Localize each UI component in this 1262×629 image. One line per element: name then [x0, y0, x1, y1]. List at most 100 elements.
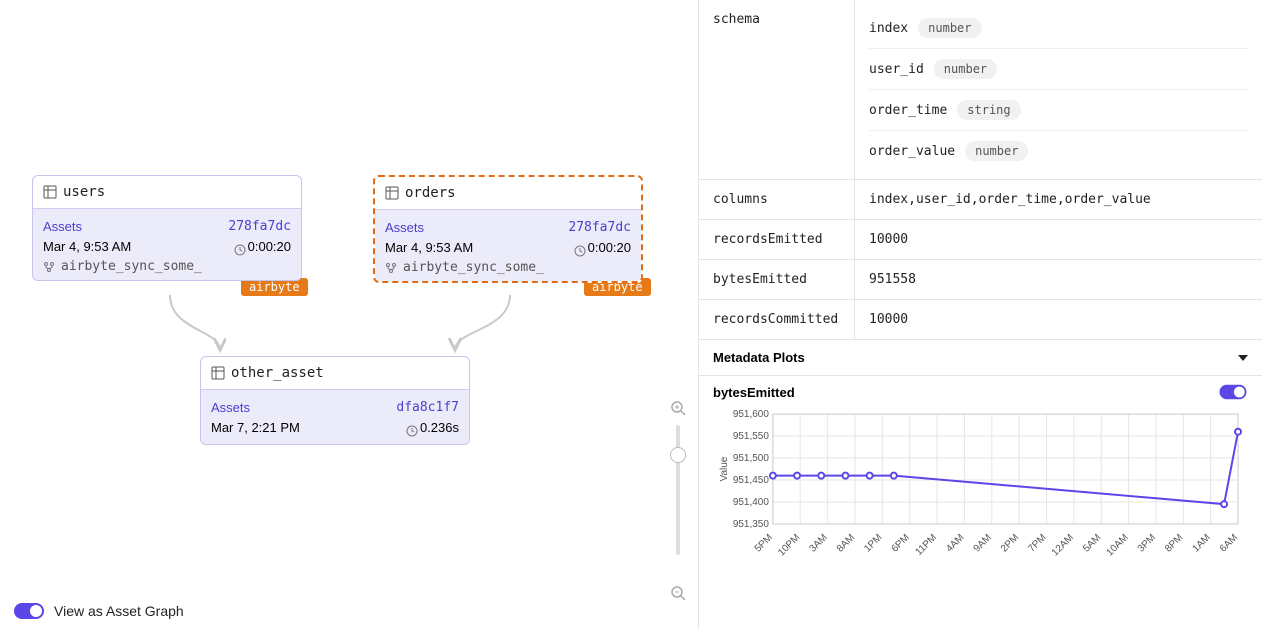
- svg-text:5AM: 5AM: [1081, 532, 1103, 554]
- schema-row: schema indexnumberuser_idnumberorder_tim…: [699, 0, 1262, 180]
- sync-source-row: airbyte_sync_some_: [43, 259, 291, 274]
- svg-text:7PM: 7PM: [1026, 532, 1048, 554]
- clock-icon: [234, 242, 246, 254]
- asset-node-header: orders: [375, 177, 641, 210]
- columns-key: columns: [699, 180, 855, 219]
- bytes-emitted-key: bytesEmitted: [699, 260, 855, 299]
- svg-text:6PM: 6PM: [890, 532, 912, 554]
- run-id-link[interactable]: 278fa7dc: [228, 217, 291, 237]
- asset-node-other-asset[interactable]: other_asset Assets dfa8c1f7 Mar 7, 2:21 …: [200, 356, 470, 445]
- svg-text:9AM: 9AM: [972, 532, 994, 554]
- asset-node-title: orders: [405, 185, 456, 201]
- metadata-plots-label: Metadata Plots: [713, 350, 805, 365]
- bytes-emitted-row: bytesEmitted 951558: [699, 260, 1262, 300]
- svg-text:1AM: 1AM: [1191, 532, 1213, 554]
- zoom-in-icon[interactable]: [670, 400, 686, 421]
- svg-text:10PM: 10PM: [776, 532, 802, 558]
- schema-field-type: number: [934, 59, 997, 79]
- svg-text:11PM: 11PM: [913, 532, 939, 558]
- run-duration: 0:00:20: [234, 237, 291, 257]
- svg-text:4AM: 4AM: [944, 532, 966, 554]
- records-emitted-value: 10000: [855, 220, 1262, 259]
- schema-field-name: index: [869, 21, 908, 36]
- zoom-controls: [670, 400, 686, 606]
- svg-text:951,500: 951,500: [733, 453, 769, 464]
- schema-field-name: user_id: [869, 62, 924, 77]
- run-duration: 0:00:20: [574, 238, 631, 258]
- asset-node-orders[interactable]: orders Assets 278fa7dc Mar 4, 9:53 AM 0:…: [373, 175, 643, 283]
- svg-text:951,450: 951,450: [733, 475, 769, 486]
- toggle-switch[interactable]: [14, 603, 44, 619]
- schema-field: index number: [869, 8, 1248, 49]
- records-committed-key: recordsCommitted: [699, 300, 855, 339]
- records-committed-value: 10000: [855, 300, 1262, 339]
- schema-field-name: order_value: [869, 144, 955, 159]
- line-chart-svg: 951,350951,400951,450951,500951,550951,6…: [713, 404, 1248, 564]
- schema-key: schema: [699, 0, 855, 179]
- table-icon: [211, 366, 225, 380]
- metadata-plots-header[interactable]: Metadata Plots: [699, 340, 1262, 376]
- svg-text:951,600: 951,600: [733, 409, 769, 420]
- run-timestamp: Mar 4, 9:53 AM: [385, 238, 473, 258]
- columns-row: columns index,user_id,order_time,order_v…: [699, 180, 1262, 220]
- records-emitted-key: recordsEmitted: [699, 220, 855, 259]
- svg-text:2PM: 2PM: [999, 532, 1021, 554]
- assets-link[interactable]: Assets: [43, 217, 82, 237]
- schema-field-type: number: [918, 18, 981, 38]
- svg-text:951,400: 951,400: [733, 497, 769, 508]
- table-icon: [385, 186, 399, 200]
- svg-text:10AM: 10AM: [1105, 532, 1131, 558]
- zoom-slider-thumb[interactable]: [670, 447, 686, 463]
- metadata-pane: schema indexnumberuser_idnumberorder_tim…: [698, 0, 1262, 629]
- svg-text:1PM: 1PM: [862, 532, 884, 554]
- columns-value: index,user_id,order_time,order_value: [855, 180, 1262, 219]
- run-duration: 0.236s: [406, 418, 459, 438]
- asset-node-header: other_asset: [201, 357, 469, 390]
- schema-field: order_value number: [869, 131, 1248, 171]
- asset-node-body: Assets 278fa7dc Mar 4, 9:53 AM 0:00:20 a…: [375, 210, 641, 281]
- schema-field-name: order_time: [869, 103, 947, 118]
- svg-text:Value: Value: [719, 456, 730, 481]
- table-icon: [43, 185, 57, 199]
- sync-source-label: airbyte_sync_some_: [61, 259, 202, 274]
- plot-title-row: bytesEmitted: [699, 376, 1262, 400]
- graph-edges: [0, 0, 698, 629]
- bytes-emitted-value: 951558: [855, 260, 1262, 299]
- zoom-out-icon[interactable]: [670, 585, 686, 606]
- assets-link[interactable]: Assets: [385, 218, 424, 238]
- asset-node-header: users: [33, 176, 301, 209]
- clock-icon: [406, 423, 418, 435]
- schema-field-type: string: [957, 100, 1020, 120]
- svg-text:951,350: 951,350: [733, 519, 769, 530]
- svg-text:8PM: 8PM: [1163, 532, 1185, 554]
- view-toggle-label: View as Asset Graph: [54, 603, 184, 619]
- assets-link[interactable]: Assets: [211, 398, 250, 418]
- sync-source-label: airbyte_sync_some_: [403, 260, 544, 275]
- records-committed-row: recordsCommitted 10000: [699, 300, 1262, 340]
- schema-value: indexnumberuser_idnumberorder_timestring…: [855, 0, 1262, 179]
- schema-field-type: number: [965, 141, 1028, 161]
- zoom-slider[interactable]: [676, 425, 680, 555]
- svg-text:12AM: 12AM: [1050, 532, 1076, 558]
- svg-text:3PM: 3PM: [1136, 532, 1158, 554]
- svg-text:5PM: 5PM: [753, 532, 775, 554]
- bytes-emitted-chart: 951,350951,400951,450951,500951,550951,6…: [699, 400, 1262, 569]
- plot-toggle[interactable]: [1220, 385, 1247, 399]
- asset-node-users[interactable]: users Assets 278fa7dc Mar 4, 9:53 AM 0:0…: [32, 175, 302, 281]
- schema-field: order_time string: [869, 90, 1248, 131]
- asset-graph-pane: users Assets 278fa7dc Mar 4, 9:53 AM 0:0…: [0, 0, 698, 629]
- svg-text:8AM: 8AM: [835, 532, 857, 554]
- schema-field: user_id number: [869, 49, 1248, 90]
- asset-node-body: Assets dfa8c1f7 Mar 7, 2:21 PM 0.236s: [201, 390, 469, 444]
- svg-text:6AM: 6AM: [1218, 532, 1240, 554]
- view-as-asset-graph-toggle[interactable]: View as Asset Graph: [14, 603, 184, 619]
- run-id-link[interactable]: dfa8c1f7: [396, 398, 459, 418]
- chevron-down-icon: [1238, 355, 1248, 361]
- run-id-link[interactable]: 278fa7dc: [568, 218, 631, 238]
- asset-node-title: other_asset: [231, 365, 324, 381]
- asset-node-body: Assets 278fa7dc Mar 4, 9:53 AM 0:00:20 a…: [33, 209, 301, 280]
- branch-icon: [385, 262, 397, 274]
- records-emitted-row: recordsEmitted 10000: [699, 220, 1262, 260]
- run-timestamp: Mar 4, 9:53 AM: [43, 237, 131, 257]
- svg-text:3AM: 3AM: [807, 532, 829, 554]
